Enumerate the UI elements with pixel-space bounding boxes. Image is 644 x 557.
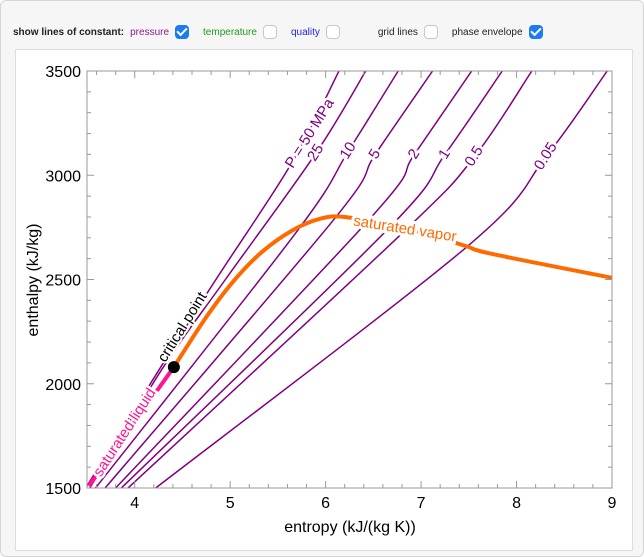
- plot-frame: [86, 70, 613, 489]
- grid-lines-label: grid lines: [377, 26, 418, 38]
- isobar-label: 5: [365, 146, 384, 162]
- x-tick-label: 4: [130, 495, 139, 512]
- x-tick-label: 7: [417, 495, 426, 512]
- y-tick-label: 3500: [45, 64, 81, 81]
- isobar-label: 2: [405, 146, 424, 162]
- y-axis-label: enthalpy (kJ/kg): [25, 224, 42, 337]
- toggle-phase-envelope[interactable]: phase envelope: [452, 25, 549, 39]
- saturated-vapor-line: [172, 214, 612, 369]
- isobar-label: 1: [435, 146, 454, 162]
- phase-envelope-checkbox[interactable]: [528, 25, 543, 39]
- temperature-checkbox[interactable]: [262, 25, 277, 39]
- y-tick-label: 2000: [45, 377, 81, 394]
- toggle-quality[interactable]: quality: [291, 25, 346, 39]
- grid-lines-checkbox[interactable]: [423, 25, 438, 39]
- y-tick-label: 3000: [45, 168, 81, 185]
- toggle-grid-lines[interactable]: grid lines: [378, 25, 444, 39]
- x-axis-label: entropy (kJ/(kg K)): [284, 519, 416, 536]
- isobar-label: 0.5: [461, 143, 486, 170]
- isobar-line: [115, 71, 473, 488]
- isobar-line: [87, 71, 340, 487]
- x-tick-label: 9: [608, 495, 617, 512]
- saturated-liquid-line: [87, 365, 176, 488]
- critical-point-marker: [167, 361, 180, 374]
- isobar-line: [104, 71, 434, 488]
- pressure-checkbox[interactable]: [175, 25, 190, 39]
- toggle-pressure[interactable]: pressure: [130, 25, 195, 39]
- saturated-vapor-label: saturated vapor: [352, 212, 458, 245]
- controls-bar: show lines of constant: pressure tempera…: [13, 23, 557, 41]
- x-tick-label: 6: [321, 495, 330, 512]
- x-tick-label: 5: [226, 495, 235, 512]
- isobar-line: [120, 71, 503, 488]
- isobar-label: 10: [336, 139, 359, 162]
- y-tick-label: 1500: [45, 481, 81, 498]
- temperature-label: temperature: [203, 26, 257, 38]
- plot-area: [15, 49, 633, 551]
- isobar-line: [155, 71, 608, 488]
- toggle-temperature[interactable]: temperature: [203, 25, 283, 39]
- isobar-line: [95, 71, 399, 488]
- controls-lead-label: show lines of constant:: [13, 26, 125, 38]
- quality-checkbox[interactable]: [325, 25, 340, 39]
- phase-envelope-label: phase envelope: [451, 26, 523, 38]
- y-tick-label: 2500: [45, 273, 81, 290]
- isobar-line: [127, 71, 533, 488]
- x-tick-label: 8: [512, 495, 521, 512]
- quality-label: quality: [290, 26, 320, 38]
- isobar-line: [89, 71, 367, 488]
- pressure-label: pressure: [130, 26, 170, 38]
